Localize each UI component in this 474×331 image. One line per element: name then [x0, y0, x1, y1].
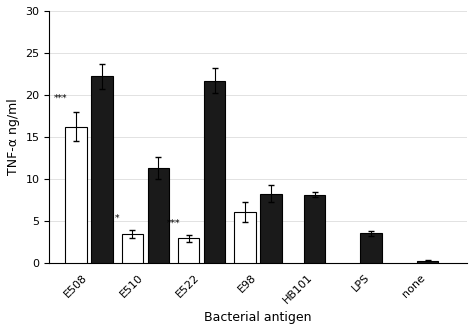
- Y-axis label: TNF-α ng/ml: TNF-α ng/ml: [7, 98, 20, 175]
- Text: *: *: [115, 213, 119, 222]
- Bar: [91, 76, 112, 262]
- Bar: [122, 234, 143, 262]
- Bar: [204, 80, 226, 262]
- Bar: [417, 261, 438, 262]
- Bar: [304, 195, 325, 262]
- X-axis label: Bacterial antigen: Bacterial antigen: [204, 311, 312, 324]
- Bar: [235, 212, 256, 262]
- Bar: [260, 194, 282, 262]
- Text: ***: ***: [54, 94, 68, 103]
- Bar: [178, 238, 200, 262]
- Bar: [147, 168, 169, 262]
- Text: ***: ***: [167, 218, 181, 227]
- Bar: [65, 127, 87, 262]
- Bar: [360, 233, 382, 262]
